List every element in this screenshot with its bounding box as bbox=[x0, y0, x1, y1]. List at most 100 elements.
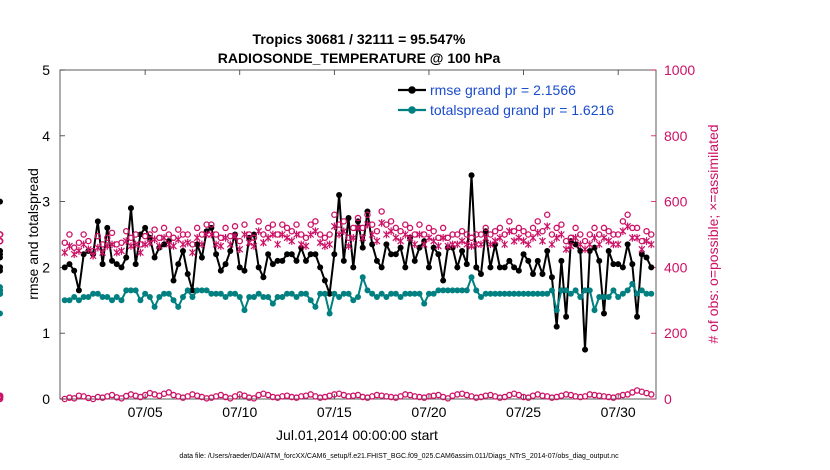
point-totalspread-grand-pr-1-6216 bbox=[392, 290, 399, 297]
point-obs-possible bbox=[250, 234, 258, 242]
point-rmse-grand-pr-2-1566 bbox=[477, 270, 484, 277]
point-totalspread-grand-pr-1-6216 bbox=[331, 290, 338, 297]
point-totalspread-grand-pr-1-6216 bbox=[340, 290, 347, 297]
left-tick-label: 0 bbox=[42, 391, 50, 407]
point-obs-possible bbox=[600, 224, 608, 232]
point-totalspread-grand-pr-1-6216 bbox=[312, 303, 319, 310]
point-obs-assimilated bbox=[387, 227, 395, 236]
x-tick-label: 07/10 bbox=[222, 404, 257, 420]
point-rmse-grand-pr-2-1566 bbox=[175, 261, 182, 268]
point-rmse-grand-pr-2-1566 bbox=[416, 244, 423, 251]
point-obs-possible bbox=[132, 231, 139, 238]
point-rmse-grand-pr-2-1566 bbox=[326, 290, 333, 297]
point-obs-possible bbox=[340, 218, 348, 225]
point-totalspread-grand-pr-1-6216 bbox=[416, 290, 423, 297]
point-obs-assimilated bbox=[297, 240, 305, 249]
point-rmse-grand-pr-2-1566 bbox=[288, 251, 295, 258]
right-tick-label: 0 bbox=[664, 391, 672, 407]
point-obs-possible bbox=[638, 237, 646, 245]
point-obs-assimilated bbox=[453, 240, 461, 249]
point-rmse-grand-pr-2-1566 bbox=[572, 241, 579, 248]
point-obs-assimilated bbox=[425, 233, 433, 242]
point-obs-possible bbox=[553, 224, 560, 232]
point-obs-possible bbox=[454, 231, 461, 238]
point-rmse-grand-pr-2-1566 bbox=[132, 261, 139, 268]
right-tick-label: 1000 bbox=[664, 62, 695, 78]
right-tick-label: 600 bbox=[664, 194, 688, 210]
point-obs-assimilated bbox=[198, 240, 206, 249]
point-obs-assimilated bbox=[250, 242, 258, 250]
point-rmse-grand-pr-2-1566 bbox=[619, 264, 626, 271]
point-rmse-grand-pr-2-1566 bbox=[544, 247, 551, 254]
point-obs-possible bbox=[558, 221, 565, 228]
point-totalspread-grand-pr-1-6216 bbox=[161, 290, 168, 297]
point-totalspread-grand-pr-1-6216 bbox=[336, 294, 343, 301]
point-rmse-grand-pr-2-1566 bbox=[123, 254, 130, 261]
point-totalspread-grand-pr-1-6216 bbox=[539, 290, 546, 297]
point-rmse-grand-pr-2-1566 bbox=[127, 205, 134, 212]
point-totalspread-grand-pr-1-6216 bbox=[350, 297, 357, 304]
point-rmse-grand-pr-2-1566 bbox=[468, 172, 475, 179]
point-rmse-grand-pr-2-1566 bbox=[563, 313, 570, 320]
point-obs-assimilated bbox=[335, 230, 343, 239]
point-totalspread-grand-pr-1-6216 bbox=[156, 294, 163, 301]
point-obs-assimilated bbox=[274, 240, 282, 249]
point-rmse-grand-pr-2-1566 bbox=[345, 215, 352, 222]
point-obs-bottom-possible bbox=[648, 391, 655, 398]
point-rmse-grand-pr-2-1566 bbox=[454, 264, 461, 271]
point-obs-assimilated bbox=[330, 222, 338, 231]
point-obs-assimilated bbox=[170, 242, 177, 250]
point-totalspread-grand-pr-1-6216 bbox=[203, 287, 210, 294]
point-obs-possible bbox=[444, 234, 452, 242]
point-rmse-grand-pr-2-1566 bbox=[553, 323, 560, 330]
point-rmse-grand-pr-2-1566 bbox=[284, 251, 291, 258]
point-obs-assimilated bbox=[401, 230, 409, 239]
point-totalspread-grand-pr-1-6216 bbox=[241, 307, 248, 314]
point-obs-possible bbox=[633, 224, 641, 232]
point-obs-assimilated bbox=[66, 242, 73, 250]
point-obs-assimilated bbox=[543, 222, 551, 231]
point-totalspread-grand-pr-1-6216 bbox=[109, 297, 116, 304]
point-rmse-grand-pr-2-1566 bbox=[222, 261, 229, 268]
point-totalspread-grand-pr-1-6216 bbox=[591, 307, 598, 314]
point-totalspread-grand-pr-1-6216 bbox=[208, 290, 215, 297]
point-obs-possible bbox=[80, 231, 87, 238]
point-totalspread-grand-pr-1-6216 bbox=[302, 290, 309, 297]
point-obs-possible bbox=[477, 231, 485, 238]
point-rmse-grand-pr-2-1566 bbox=[558, 257, 565, 264]
point-obs-possible bbox=[543, 211, 551, 219]
point-obs-assimilated bbox=[444, 242, 452, 250]
point-obs-assimilated bbox=[378, 219, 386, 227]
point-obs-assimilated bbox=[392, 233, 400, 242]
point-obs-assimilated bbox=[307, 230, 315, 239]
point-obs-assimilated bbox=[312, 227, 319, 236]
point-obs-assimilated bbox=[595, 240, 603, 249]
point-obs-possible bbox=[331, 211, 338, 219]
point-obs-assimilated bbox=[520, 237, 527, 245]
point-totalspread-grand-pr-1-6216 bbox=[501, 290, 508, 297]
point-obs-possible bbox=[397, 227, 404, 235]
point-obs-assimilated bbox=[340, 227, 348, 236]
point-rmse-grand-pr-2-1566 bbox=[511, 264, 518, 271]
point-obs-possible bbox=[435, 234, 442, 242]
point-totalspread-grand-pr-1-6216 bbox=[369, 290, 376, 297]
point-obs-assimilated bbox=[99, 248, 106, 257]
point-totalspread-grand-pr-1-6216 bbox=[378, 290, 385, 297]
point-totalspread-grand-pr-1-6216 bbox=[643, 290, 650, 297]
point-obs-assimilated bbox=[136, 248, 144, 257]
point-obs-possible bbox=[108, 229, 116, 237]
point-totalspread-grand-pr-1-6216 bbox=[572, 287, 579, 294]
point-obs-possible bbox=[321, 234, 329, 242]
point-obs-assimilated bbox=[151, 235, 159, 244]
point-obs-assimilated bbox=[217, 242, 225, 250]
point-rmse-grand-pr-2-1566 bbox=[350, 264, 357, 271]
point-obs-assimilated bbox=[212, 240, 220, 249]
point-obs-possible bbox=[94, 232, 102, 240]
point-rmse-grand-pr-2-1566 bbox=[331, 251, 338, 258]
point-rmse-grand-pr-2-1566 bbox=[336, 192, 343, 199]
x-tick-label: 07/25 bbox=[506, 404, 541, 420]
point-rmse-grand-pr-2-1566 bbox=[94, 218, 101, 225]
point-obs-assimilated bbox=[184, 238, 192, 247]
point-totalspread-grand-pr-1-6216 bbox=[189, 294, 196, 301]
point-obs-assimilated bbox=[420, 240, 428, 249]
